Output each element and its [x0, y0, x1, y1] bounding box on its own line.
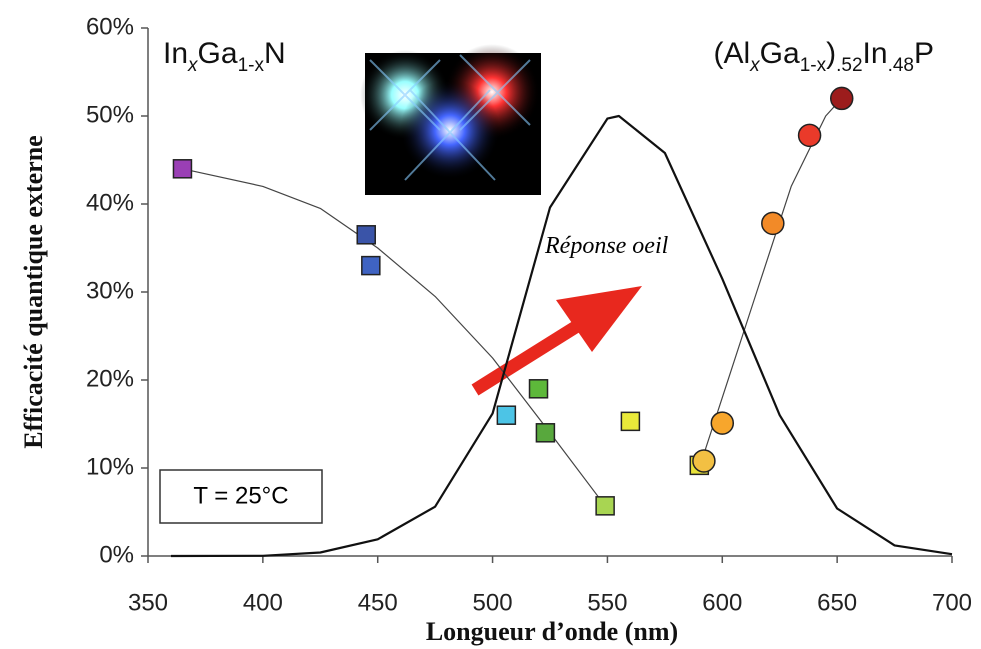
formula: InxGa1-xN [163, 37, 286, 76]
y-axis-title: Efficacité quantique externe [19, 135, 48, 448]
fit-line [183, 169, 606, 506]
formula-part: In [163, 37, 188, 70]
data-square [621, 412, 639, 430]
led-photo [360, 44, 541, 195]
data-square [497, 406, 515, 424]
formula-part: 1-x [800, 55, 827, 76]
eye-response-label: Réponse oeil [544, 233, 669, 259]
formula-part: (Al [714, 37, 751, 70]
temperature-label: T = 25°C [193, 482, 288, 509]
formula-part: Ga [198, 37, 238, 70]
formula-part: N [264, 37, 286, 70]
formula-part: .48 [888, 55, 914, 76]
x-tick-label: 500 [473, 589, 513, 616]
data-square [596, 497, 614, 515]
y-tick-label: 10% [86, 453, 134, 480]
x-tick-label: 450 [358, 589, 398, 616]
x-tick-label: 350 [128, 589, 168, 616]
data-circle [762, 212, 784, 234]
y-tick-label: 0% [99, 541, 134, 568]
formula-part: ) [826, 37, 836, 70]
formula-part: P [914, 37, 934, 70]
red-arrow [475, 286, 642, 390]
x-axis-title: Longueur d’onde (nm) [426, 617, 678, 646]
x-tick-label: 700 [932, 589, 972, 616]
formula-part: Ga [760, 37, 800, 70]
x-tick-label: 550 [587, 589, 627, 616]
data-circle [693, 450, 715, 472]
y-tick-label: 40% [86, 189, 134, 216]
data-square [536, 424, 554, 442]
formula-part: 1-x [238, 55, 265, 76]
y-tick-label: 50% [86, 101, 134, 128]
x-tick-label: 650 [817, 589, 857, 616]
data-square [173, 160, 191, 178]
formula-part: In [863, 37, 888, 70]
data-circle [711, 412, 733, 434]
data-square [357, 226, 375, 244]
x-tick-label: 400 [243, 589, 283, 616]
formula-part: .52 [836, 55, 862, 76]
y-tick-label: 30% [86, 277, 134, 304]
x-tick-label: 600 [702, 589, 742, 616]
data-square [530, 380, 548, 398]
data-circle [799, 124, 821, 146]
y-tick-label: 20% [86, 365, 134, 392]
formula: (AlxGa1-x).52In.48P [714, 37, 935, 76]
chart: T = 25°C Réponse oeil Longueur d’onde (n… [0, 0, 981, 649]
data-circle [831, 87, 853, 109]
temperature-box: T = 25°C [160, 470, 322, 523]
data-square [362, 257, 380, 275]
y-tick-label: 60% [86, 13, 134, 40]
